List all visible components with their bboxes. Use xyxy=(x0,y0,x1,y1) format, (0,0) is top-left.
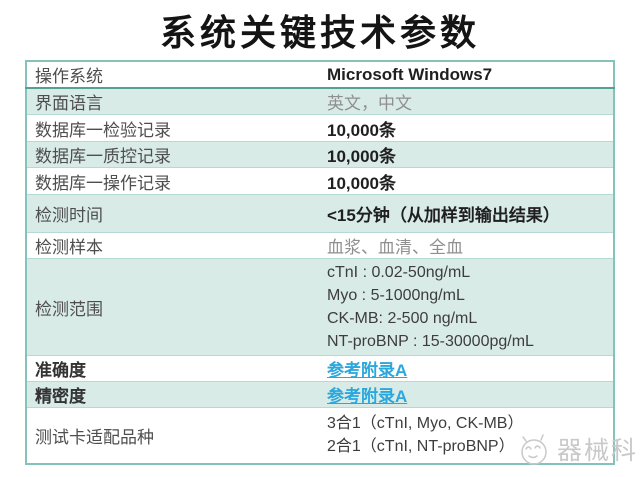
param-value: 10,000条 xyxy=(319,167,614,195)
param-value: 血浆、血清、全血 xyxy=(319,232,614,259)
param-label: 检测时间 xyxy=(26,194,319,233)
table-row: 精密度 参考附录A xyxy=(26,381,614,408)
param-value: 英文，中文 xyxy=(319,87,614,115)
table-row: 检测范围 cTnI : 0.02-50ng/mL Myo : 5-1000ng/mL… xyxy=(26,258,614,356)
table-row: 测试卡适配品种 3合1（cTnI, Myo, CK-MB） 2合1（cTnI, NT… xyxy=(26,407,614,464)
param-label: 准确度 xyxy=(26,355,319,382)
table-row: 检测样本 血浆、血清、全血 xyxy=(26,232,614,259)
param-label: 界面语言 xyxy=(26,87,319,115)
param-label: 数据库一操作记录 xyxy=(26,167,319,195)
table-row: 检测时间 <15分钟（从加样到输出结果） xyxy=(26,194,614,233)
param-label: 精密度 xyxy=(26,381,319,408)
value-line: NT-proBNP : 15-30000pg/mL xyxy=(327,333,534,350)
table-row: 准确度 参考附录A xyxy=(26,355,614,382)
value-line: Myo : 5-1000ng/mL xyxy=(327,287,465,304)
value-line: 3合1（cTnI, Myo, CK-MB） xyxy=(327,415,524,433)
table-row: 数据库一操作记录 10,000条 xyxy=(26,167,614,195)
spec-table: 操作系统 Microsoft Windows7 界面语言 英文，中文 数据库一检验记录 1… xyxy=(25,60,615,465)
param-value: 参考附录A xyxy=(319,355,614,382)
param-value: 10,000条 xyxy=(319,141,614,168)
table-row: 数据库一检验记录 10,000条 xyxy=(26,114,614,142)
appendix-link[interactable]: 参考附录A xyxy=(327,387,408,406)
value-line: CK-MB: 2-500 ng/mL xyxy=(327,310,478,327)
appendix-link[interactable]: 参考附录A xyxy=(327,361,408,380)
param-value: 参考附录A xyxy=(319,381,614,408)
table-row: 操作系统 Microsoft Windows7 xyxy=(26,61,614,89)
param-label: 检测样本 xyxy=(26,232,319,259)
param-value: cTnI : 0.02-50ng/mL Myo : 5-1000ng/mL CK-M… xyxy=(319,258,614,356)
param-label: 检测范围 xyxy=(26,258,319,356)
param-label: 操作系统 xyxy=(26,61,319,89)
param-value: 3合1（cTnI, Myo, CK-MB） 2合1（cTnI, NT-proBNP… xyxy=(319,407,614,464)
page-title: 系统关键技术参数 xyxy=(159,12,480,53)
param-label: 数据库一检验记录 xyxy=(26,114,319,142)
param-value: 10,000条 xyxy=(319,114,614,142)
param-value: <15分钟（从加样到输出结果） xyxy=(319,194,614,233)
table-row: 数据库一质控记录 10,000条 xyxy=(26,141,614,168)
value-line: cTnI : 0.02-50ng/mL xyxy=(327,264,471,281)
param-label: 测试卡适配品种 xyxy=(26,407,319,464)
param-label: 数据库一质控记录 xyxy=(26,141,319,168)
value-line: 2合1（cTnI, NT-proBNP） xyxy=(327,438,515,456)
table-row: 界面语言 英文，中文 xyxy=(26,87,614,115)
param-value: Microsoft Windows7 xyxy=(319,61,614,89)
